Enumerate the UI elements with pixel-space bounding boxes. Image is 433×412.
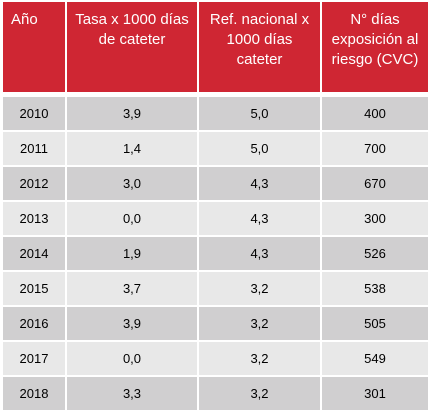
cell-national-ref: 4,3: [198, 201, 322, 237]
cell-year: 2018: [3, 376, 67, 412]
data-table-container: Año Tasa x 1000 días de cateter Ref. nac…: [3, 2, 428, 412]
cell-year: 2012: [3, 166, 67, 202]
cell-year: 2010: [3, 97, 67, 132]
cell-exposure-days: 538: [321, 271, 428, 307]
cell-rate: 3,3: [66, 376, 199, 412]
table-row: 2012 3,0 4,3 670: [3, 166, 428, 202]
table-row: 2013 0,0 4,3 300: [3, 201, 428, 237]
header-row: Año Tasa x 1000 días de cateter Ref. nac…: [3, 2, 428, 92]
header-year: Año: [3, 2, 67, 92]
header-rate: Tasa x 1000 días de cateter: [66, 2, 199, 92]
table-body: 2010 3,9 5,0 400 2011 1,4 5,0 700 2012 3,0 4,3 670 2…: [3, 97, 428, 412]
cell-year: 2011: [3, 131, 67, 167]
cell-rate: 3,9: [66, 306, 199, 342]
cell-national-ref: 5,0: [198, 131, 322, 167]
table-row: 2017 0,0 3,2 549: [3, 341, 428, 377]
cell-rate: 0,0: [66, 341, 199, 377]
table-row: 2015 3,7 3,2 538: [3, 271, 428, 307]
cell-national-ref: 5,0: [198, 97, 322, 132]
cell-national-ref: 3,2: [198, 306, 322, 342]
cell-exposure-days: 301: [321, 376, 428, 412]
cell-national-ref: 3,2: [198, 341, 322, 377]
table-row: 2016 3,9 3,2 505: [3, 306, 428, 342]
cell-exposure-days: 670: [321, 166, 428, 202]
cell-exposure-days: 400: [321, 97, 428, 132]
header-national-ref: Ref. nacional x 1000 días cateter: [198, 2, 322, 92]
cell-national-ref: 3,2: [198, 271, 322, 307]
cell-exposure-days: 300: [321, 201, 428, 237]
table-header: Año Tasa x 1000 días de cateter Ref. nac…: [3, 2, 428, 97]
cell-rate: 3,7: [66, 271, 199, 307]
cell-year: 2013: [3, 201, 67, 237]
cell-exposure-days: 526: [321, 236, 428, 272]
catheter-rate-table: Año Tasa x 1000 días de cateter Ref. nac…: [3, 2, 428, 412]
header-exposure-days: N° días exposición al riesgo (CVC): [321, 2, 428, 92]
cell-national-ref: 4,3: [198, 236, 322, 272]
cell-year: 2017: [3, 341, 67, 377]
cell-exposure-days: 700: [321, 131, 428, 167]
cell-year: 2015: [3, 271, 67, 307]
cell-exposure-days: 505: [321, 306, 428, 342]
cell-rate: 1,9: [66, 236, 199, 272]
table-row: 2014 1,9 4,3 526: [3, 236, 428, 272]
cell-national-ref: 4,3: [198, 166, 322, 202]
cell-rate: 3,0: [66, 166, 199, 202]
cell-rate: 1,4: [66, 131, 199, 167]
cell-rate: 3,9: [66, 97, 199, 132]
cell-national-ref: 3,2: [198, 376, 322, 412]
table-row: 2010 3,9 5,0 400: [3, 97, 428, 132]
cell-year: 2016: [3, 306, 67, 342]
table-row: 2018 3,3 3,2 301: [3, 376, 428, 412]
cell-exposure-days: 549: [321, 341, 428, 377]
cell-year: 2014: [3, 236, 67, 272]
header-gap: [3, 92, 428, 97]
cell-rate: 0,0: [66, 201, 199, 237]
table-row: 2011 1,4 5,0 700: [3, 131, 428, 167]
